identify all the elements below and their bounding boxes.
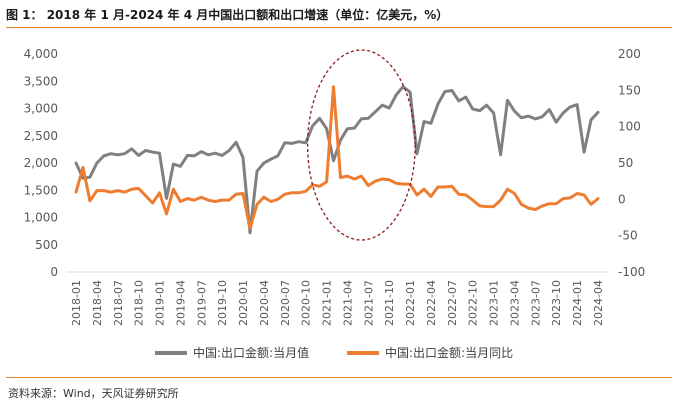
x-axis-tick-label: 2023-01 bbox=[488, 280, 501, 326]
x-axis-tick-label: 2018-07 bbox=[112, 280, 125, 326]
x-axis-tick-label: 2024-04 bbox=[592, 280, 605, 326]
chart: 05001,0001,5002,0002,5003,0003,5004,000 … bbox=[24, 47, 646, 326]
left-axis-tick-label: 4,000 bbox=[24, 47, 58, 61]
left-axis-tick-label: 3,000 bbox=[24, 102, 58, 116]
x-axis-tick-label: 2020-07 bbox=[279, 280, 292, 326]
left-axis-tick-label: 0 bbox=[50, 265, 58, 279]
x-axis-tick-label: 2021-01 bbox=[321, 280, 334, 326]
right-axis-ticks: -100 -50 0 50 100 150 200 bbox=[618, 47, 645, 279]
left-axis-tick-label: 1,500 bbox=[24, 183, 58, 197]
right-axis-tick-label: 0 bbox=[618, 192, 626, 206]
series-layer bbox=[74, 85, 600, 235]
x-axis-tick-label: 2024-01 bbox=[571, 280, 584, 326]
x-axis-tick-label: 2019-04 bbox=[174, 280, 187, 326]
export-value-series-line bbox=[74, 85, 600, 235]
title-rule bbox=[6, 27, 672, 28]
legend-item-export-yoy: 中国:出口金额:当月同比 bbox=[347, 344, 513, 361]
x-axis-tick-label: 2022-04 bbox=[425, 280, 438, 326]
figure-title: 图 1： 2018 年 1 月-2024 年 4 月中国出口额和出口增速（单位：… bbox=[6, 8, 449, 22]
x-axis-tick-label: 2021-07 bbox=[362, 280, 375, 326]
right-axis-tick-label: 100 bbox=[618, 120, 641, 134]
x-axis-tick-label: 2018-10 bbox=[133, 280, 146, 326]
legend: 中国:出口金额:当月值 中国:出口金额:当月同比 bbox=[0, 344, 683, 366]
legend-label-export-yoy: 中国:出口金额:当月同比 bbox=[385, 346, 514, 360]
x-axis-tick-label: 2020-01 bbox=[237, 280, 250, 326]
x-axis-tick-label: 2023-04 bbox=[508, 280, 521, 326]
right-axis-tick-label: 50 bbox=[618, 156, 633, 170]
left-axis-tick-label: 3,500 bbox=[24, 74, 58, 88]
right-axis-tick-label: 150 bbox=[618, 83, 641, 97]
x-axis-tick-label: 2022-01 bbox=[404, 280, 417, 326]
source-rule bbox=[6, 377, 672, 378]
x-axis-tick-label: 2020-10 bbox=[300, 280, 313, 326]
x-axis-tick-label: 2018-01 bbox=[70, 280, 83, 326]
x-axis-tick-label: 2022-10 bbox=[467, 280, 480, 326]
left-axis-ticks: 0 500 1,000 1,500 2,000 2,500 3,000 3,500 4,000 bbox=[24, 47, 58, 279]
x-axis-tick-label: 2021-10 bbox=[383, 280, 396, 326]
legend-item-export-value: 中国:出口金额:当月值 bbox=[155, 344, 309, 361]
x-axis-tick-label: 2018-04 bbox=[91, 280, 104, 326]
highlight-ellipse bbox=[306, 49, 416, 241]
x-axis-tick-label: 2023-10 bbox=[550, 280, 563, 326]
left-axis-tick-label: 2,000 bbox=[24, 156, 58, 170]
left-axis-tick-label: 1,000 bbox=[24, 211, 58, 225]
x-axis-tick-label: 2019-07 bbox=[195, 280, 208, 326]
x-axis-tick-label: 2020-04 bbox=[258, 280, 271, 326]
x-axis-tick-label: 2022-07 bbox=[446, 280, 459, 326]
x-axis-ticks: 2018-01 2018-04 2018-07 2018-10 2019-01 2019-… bbox=[70, 280, 605, 326]
right-axis-tick-label: -50 bbox=[618, 229, 638, 243]
left-axis-tick-label: 2,500 bbox=[24, 129, 58, 143]
left-axis-tick-label: 500 bbox=[35, 238, 58, 252]
legend-swatch-export-value bbox=[155, 350, 187, 355]
right-axis-tick-label: 200 bbox=[618, 47, 641, 61]
x-axis-tick-label: 2023-07 bbox=[529, 280, 542, 326]
source-note: 资料来源：Wind，天风证券研究所 bbox=[8, 387, 179, 400]
x-axis-tick-label: 2021-04 bbox=[341, 280, 354, 326]
legend-swatch-export-yoy bbox=[347, 350, 379, 355]
x-axis-tick-label: 2019-10 bbox=[216, 280, 229, 326]
legend-label-export-value: 中国:出口金额:当月值 bbox=[193, 346, 310, 360]
export-yoy-series-line bbox=[74, 85, 600, 230]
right-axis-tick-label: -100 bbox=[618, 265, 645, 279]
x-axis-tick-label: 2019-01 bbox=[154, 280, 167, 326]
